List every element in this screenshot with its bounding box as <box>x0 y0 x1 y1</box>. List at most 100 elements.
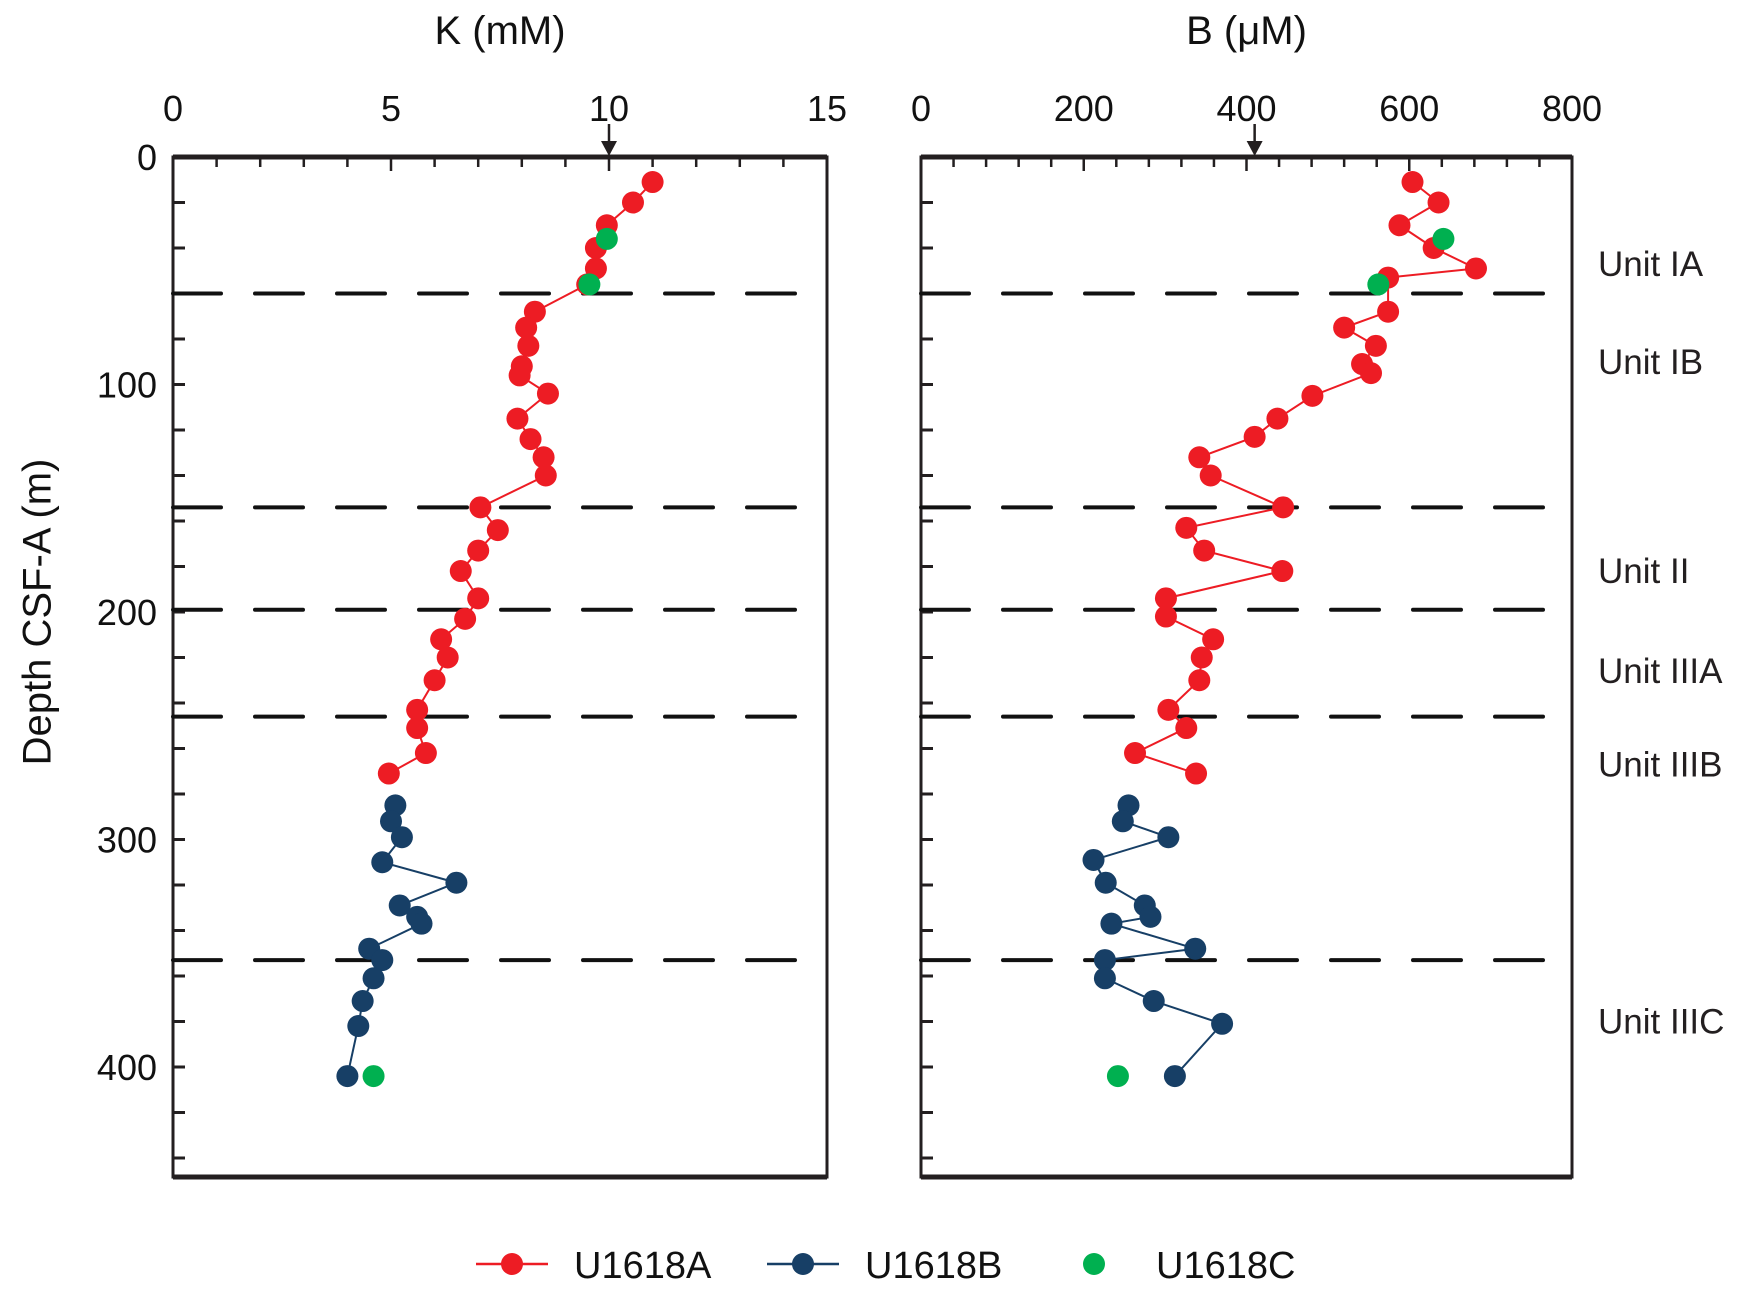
data-point <box>467 587 490 610</box>
k-panel: K (mM) 0 5 10 15 0 100 200 300 400 <box>97 9 847 1180</box>
data-point <box>406 698 429 721</box>
data-point <box>1154 587 1177 610</box>
data-point <box>423 669 446 692</box>
data-point <box>508 364 531 387</box>
y-axis-label: Depth CSF-A (m) <box>16 459 60 766</box>
unit-label: Unit IIIB <box>1598 745 1722 784</box>
data-point <box>519 428 542 451</box>
data-point <box>1184 937 1207 960</box>
data-point <box>1464 257 1487 280</box>
data-point <box>1388 214 1411 237</box>
data-point <box>406 717 429 740</box>
series-U1618C <box>1106 227 1455 1088</box>
data-point <box>1202 628 1225 651</box>
legend-item: U1618B <box>767 1245 1002 1287</box>
data-point <box>1093 949 1116 972</box>
legend-marker <box>792 1253 814 1275</box>
data-point <box>380 810 402 833</box>
data-point <box>1199 464 1222 487</box>
legend-label: U1618B <box>865 1245 1002 1287</box>
data-point <box>1377 300 1400 323</box>
data-point <box>454 607 477 630</box>
panel-title: B (μM) <box>1186 9 1307 53</box>
y-tick-label: 300 <box>97 820 157 861</box>
data-point <box>351 990 374 1013</box>
data-point <box>430 628 453 651</box>
data-point <box>469 496 492 519</box>
data-point <box>410 912 433 935</box>
data-point <box>641 171 664 194</box>
x-tick-label: 600 <box>1379 88 1439 129</box>
legend-marker <box>501 1253 523 1275</box>
data-point <box>486 519 509 542</box>
series-U1618A <box>1124 171 1487 785</box>
data-point <box>336 1065 359 1088</box>
unit-label: Unit IIIA <box>1598 652 1723 691</box>
data-point <box>1432 227 1455 250</box>
legend-label: U1618C <box>1156 1245 1295 1287</box>
legend-item: U1618C <box>1083 1245 1295 1287</box>
data-point <box>449 560 472 583</box>
x-tick-label: 15 <box>807 88 847 129</box>
x-tick-label: 200 <box>1054 88 1114 129</box>
x-tick-label: 800 <box>1542 88 1602 129</box>
data-point <box>1124 742 1147 765</box>
data-point <box>1100 912 1123 935</box>
data-point <box>578 273 601 296</box>
data-point <box>1188 446 1211 469</box>
data-point <box>1106 1065 1129 1088</box>
legend-label: U1618A <box>574 1245 712 1287</box>
unit-label: Unit IB <box>1598 343 1703 382</box>
data-point <box>388 894 411 917</box>
data-point <box>1271 560 1294 583</box>
data-point <box>1111 810 1134 833</box>
series-U1618C <box>362 227 618 1088</box>
b-panel: B (μM) 0 200 400 600 800 <box>911 9 1602 1180</box>
data-point <box>414 742 437 765</box>
legend: U1618A U1618B U1618C <box>476 1245 1295 1287</box>
data-point <box>1301 384 1324 407</box>
data-point <box>621 191 644 214</box>
data-point <box>467 539 490 562</box>
unit-label: Unit IIIC <box>1598 1003 1724 1042</box>
data-point <box>362 967 385 990</box>
plot-frame <box>171 155 829 1179</box>
x-tick-label: 0 <box>911 88 931 129</box>
data-point <box>377 762 400 785</box>
data-point <box>1193 539 1216 562</box>
data-point <box>1272 496 1295 519</box>
data-point <box>1266 407 1289 430</box>
unit-label: Unit IA <box>1598 245 1704 284</box>
data-point <box>595 227 618 250</box>
unit-labels: Unit IA Unit IB Unit II Unit IIIA Unit IIIB U… <box>1598 245 1724 1042</box>
data-point <box>1364 334 1387 357</box>
series-U1618A <box>377 171 664 785</box>
data-point <box>1175 516 1198 539</box>
data-point <box>371 851 394 874</box>
data-point <box>506 407 529 430</box>
data-point <box>536 382 559 405</box>
y-tick-label: 100 <box>97 365 157 406</box>
data-point <box>1401 171 1424 194</box>
data-point <box>1082 848 1105 871</box>
x-tick-label: 0 <box>163 88 183 129</box>
data-point <box>1360 362 1383 385</box>
data-point <box>436 646 459 669</box>
data-point <box>1154 605 1177 628</box>
data-point <box>515 316 538 339</box>
data-point <box>1175 717 1198 740</box>
data-point <box>1094 871 1117 894</box>
data-point <box>1367 273 1390 296</box>
data-point <box>1163 1065 1186 1088</box>
data-point <box>1157 826 1180 849</box>
legend-marker <box>1083 1253 1105 1275</box>
data-point <box>1188 669 1211 692</box>
y-tick-label: 0 <box>137 137 157 178</box>
plot-frame <box>919 155 1574 1179</box>
reference-arrow-icon <box>1246 141 1263 156</box>
data-point <box>1157 698 1180 721</box>
data-point <box>362 1065 385 1088</box>
data-point <box>1190 646 1213 669</box>
y-tick-label: 200 <box>97 592 157 633</box>
